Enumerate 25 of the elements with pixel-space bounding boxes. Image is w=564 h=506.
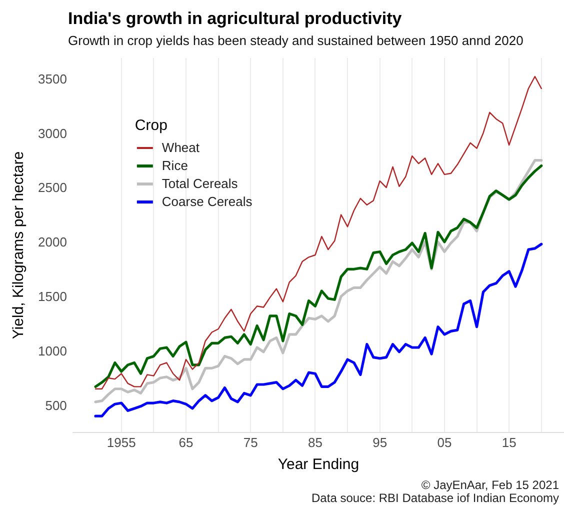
y-tick-label: 1000 xyxy=(38,343,67,358)
y-axis-title: Yield, Kilograms per hectare xyxy=(10,151,28,340)
x-tick-label: 1955 xyxy=(106,434,136,450)
x-tick-label: 95 xyxy=(372,434,388,450)
legend-label: Wheat xyxy=(162,140,200,155)
y-tick-label: 2500 xyxy=(38,180,67,196)
x-tick-label: 15 xyxy=(502,434,516,450)
legend-label: Total Cereals xyxy=(162,176,238,191)
y-tick-label: 2000 xyxy=(38,234,67,250)
y-tick-label: 1500 xyxy=(38,289,67,304)
text: © JayEnAar, Feb 15 2021 xyxy=(421,478,560,492)
chart-title: India's growth in agricultural productivity xyxy=(68,9,402,28)
y-tick-label: 3000 xyxy=(38,126,67,141)
legend-title: Crop xyxy=(134,117,168,134)
text: Data souce: RBI Database iof Indian Economy xyxy=(312,491,559,505)
legend-label: Coarse Cereals xyxy=(162,194,253,209)
x-axis-title: Year Ending xyxy=(278,456,360,474)
x-tick-label: 75 xyxy=(243,434,258,450)
x-tick-label: 65 xyxy=(178,434,194,450)
x-tick-label: 05 xyxy=(437,434,452,450)
y-tick-label: 500 xyxy=(45,398,67,413)
legend-label: Rice xyxy=(162,158,188,173)
y-tick-label: 3500 xyxy=(38,71,67,86)
chart-subtitle: Growth in crop yields has been steady and sustained between 1950 annd 2020 xyxy=(68,33,524,48)
x-tick-label: 85 xyxy=(308,434,322,450)
